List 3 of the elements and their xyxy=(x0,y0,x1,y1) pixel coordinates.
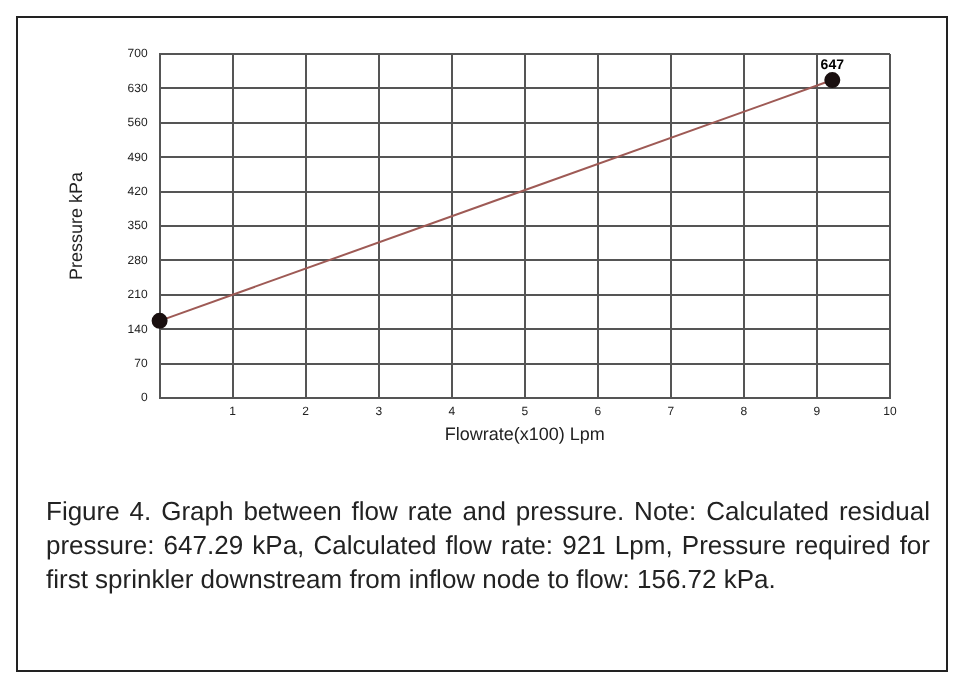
x-axis-title: Flowrate(x100) Lpm xyxy=(444,424,605,445)
y-axis-title: Pressure kPa xyxy=(65,171,86,281)
caption: Figure 4. Graph between flow rate and pressure. Note: Calculated residual pressure: 647.29 kPa, Calculated flow rate: 921 Lpm, Pressure required for first sprinkler downstream from inflow node to flow: 156.72 kPa. xyxy=(44,494,932,596)
